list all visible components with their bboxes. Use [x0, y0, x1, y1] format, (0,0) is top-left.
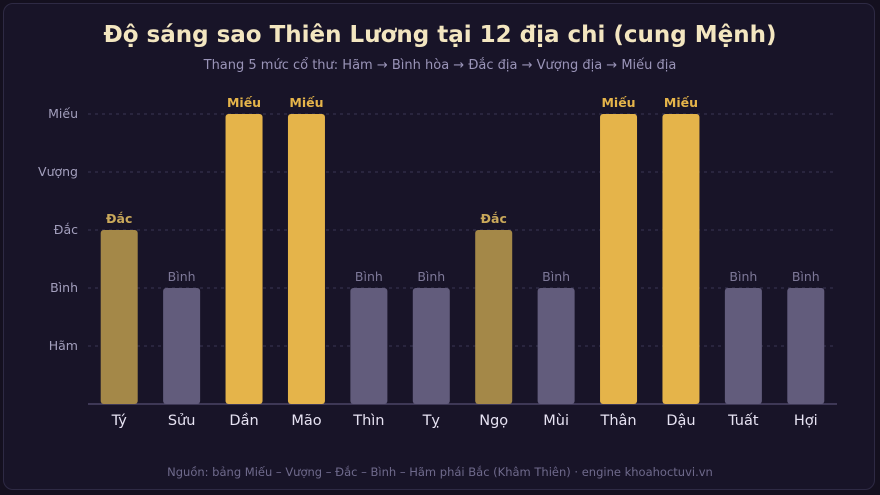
- bar-value-label: Miếu: [227, 95, 261, 110]
- bar: [350, 288, 388, 404]
- x-tick-label: Sửu: [168, 413, 196, 429]
- bar: [537, 288, 575, 404]
- bar-value-label: Miếu: [664, 95, 698, 110]
- bar: [600, 114, 638, 404]
- x-tick-label: Dần: [229, 413, 258, 429]
- bar-value-label: Miếu: [601, 95, 635, 110]
- bar-value-label: Bình: [168, 269, 196, 284]
- y-tick-label: Hãm: [49, 338, 78, 353]
- y-tick-label: Vượng: [38, 164, 78, 179]
- chart-title: Độ sáng sao Thiên Lương tại 12 địa chi (…: [103, 22, 777, 48]
- y-tick-label: Bình: [50, 280, 78, 295]
- bar: [787, 288, 825, 404]
- bar-value-label: Bình: [417, 269, 445, 284]
- source-note: Nguồn: bảng Miếu – Vượng – Đắc – Bình – …: [167, 465, 713, 479]
- bar: [475, 230, 513, 404]
- bar: [163, 288, 201, 404]
- x-tick-label: Mùi: [543, 413, 569, 429]
- x-tick-label: Tý: [111, 413, 128, 429]
- bar-value-label: Bình: [542, 269, 570, 284]
- bar: [225, 114, 263, 404]
- chart-subtitle: Thang 5 mức cổ thư: Hãm → Bình hòa → Đắc…: [203, 58, 677, 73]
- bar-value-label: Đắc: [481, 211, 507, 226]
- bar-value-label: Đắc: [106, 211, 132, 226]
- y-tick-label: Đắc: [54, 222, 78, 237]
- bar-value-label: Bình: [729, 269, 757, 284]
- x-tick-label: Mão: [291, 413, 321, 429]
- x-tick-label: Tỵ: [422, 413, 441, 429]
- bar-value-label: Bình: [355, 269, 383, 284]
- bar: [100, 230, 138, 404]
- x-tick-label: Hợi: [794, 413, 818, 429]
- bar-value-label: Miếu: [289, 95, 323, 110]
- x-tick-label: Ngọ: [479, 413, 508, 429]
- x-tick-label: Tuất: [727, 413, 759, 429]
- bar: [724, 288, 762, 404]
- x-tick-label: Thìn: [352, 413, 384, 429]
- x-tick-label: Dậu: [666, 413, 695, 429]
- bar: [412, 288, 450, 404]
- x-tick-label: Thân: [599, 413, 636, 429]
- bar-value-label: Bình: [792, 269, 820, 284]
- y-tick-label: Miếu: [48, 106, 78, 121]
- chart-card: [3, 3, 875, 490]
- bar: [287, 114, 325, 404]
- bar: [662, 114, 700, 404]
